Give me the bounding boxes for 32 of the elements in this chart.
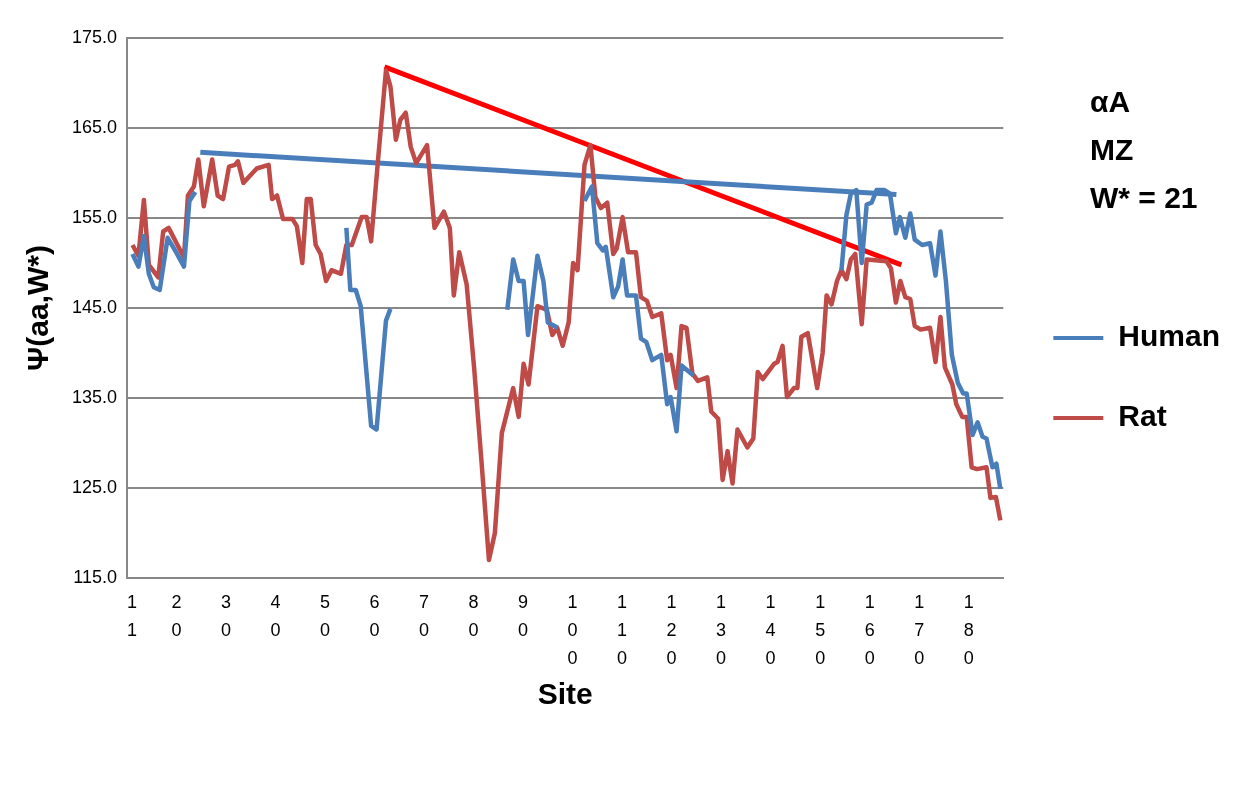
x-tick-label: 1 1 0	[616, 591, 628, 670]
x-tick-label: 1 1	[126, 591, 138, 642]
x-tick-label: 8 0	[468, 591, 479, 642]
y-tick-label: 165.0	[72, 116, 118, 137]
y-tick-label: 115.0	[73, 566, 118, 587]
legend-label: Human	[1118, 319, 1221, 353]
x-tick-label: 1 8 0	[963, 591, 975, 670]
x-tick-label: 9 0	[517, 591, 529, 642]
text: W* = 21	[1090, 180, 1198, 216]
x-tick-label: 2 0	[171, 591, 182, 642]
y-tick-label: 175.0	[72, 26, 118, 47]
x-tick-label: 7 0	[418, 591, 430, 642]
x-tick-label: 5 0	[319, 591, 331, 642]
y-tick-label: 155.0	[72, 206, 118, 227]
text: αA	[1090, 84, 1132, 120]
x-tick-label: 1 6 0	[864, 591, 876, 670]
y-tick-label: 135.0	[72, 386, 118, 407]
y-axis-title: Ψ(aa,W*)	[21, 245, 55, 371]
text: MZ	[1090, 132, 1135, 168]
x-tick-label: 3 0	[220, 591, 232, 642]
x-tick-label: 1 2 0	[666, 591, 678, 670]
y-tick-label: 145.0	[72, 296, 118, 317]
x-tick-label: 4 0	[270, 591, 281, 642]
x-tick-label: 1 7 0	[913, 591, 925, 670]
x-tick-label: 1 4 0	[765, 591, 777, 670]
y-tick-label: 125.0	[72, 476, 118, 497]
x-axis-title: Site	[537, 677, 593, 711]
legend-label: Rat	[1118, 399, 1167, 433]
x-tick-label: 1 5 0	[814, 591, 826, 670]
x-tick-label: 6 0	[369, 591, 380, 642]
x-tick-label: 1 3 0	[715, 591, 727, 670]
x-tick-label: 1 0 0	[567, 591, 579, 670]
